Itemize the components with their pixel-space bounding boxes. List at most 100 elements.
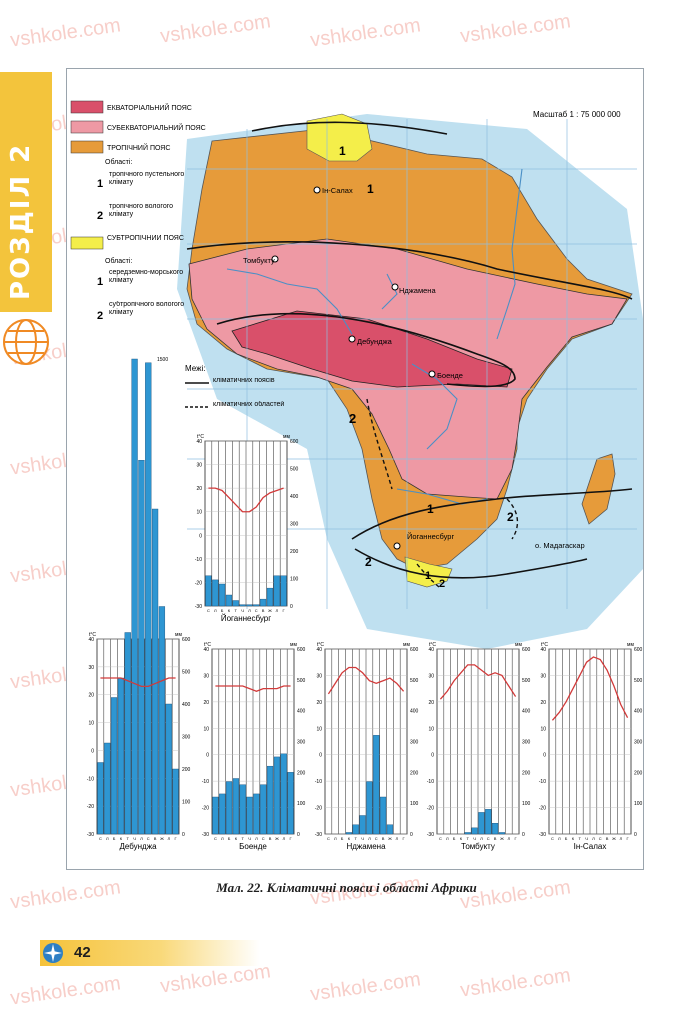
region-number: 1 [425,570,431,582]
month-label: В [154,836,157,841]
month-label: В [382,836,385,841]
precip-bar [225,781,233,835]
precip-bar [464,832,471,835]
legend-number: 2 [97,210,103,222]
africa-climate-map: 1 1 2 1 2 2 1 2 Ін-Салах Томбукту Нджаме… [70,100,643,851]
precip-tick-label: 600 [410,647,419,653]
month-label: Л [446,836,449,841]
region-number: 2 [507,510,514,524]
temp-tick-label: -30 [315,832,322,838]
precip-tick-label: 0 [522,832,525,838]
month-label: Ж [388,836,392,841]
month-label: Л [255,836,258,841]
temp-tick-label: 40 [196,439,202,445]
precip-tick-label: 100 [522,801,531,807]
temp-tick-label: 10 [316,726,322,732]
month-label: Л [619,836,622,841]
precip-tick-label: 0 [297,832,300,838]
month-label: Б [341,836,344,841]
precip-bar [373,735,380,835]
temp-tick-label: -10 [202,779,209,785]
precip-bar [253,793,260,835]
precip-tick-label: 300 [634,740,643,746]
month-label: Ж [268,608,272,613]
precip-bar [266,587,274,607]
section-label: РОЗДІЛ 2 [6,142,36,300]
month-label: Ж [160,836,164,841]
temp-line [551,656,629,721]
temp-tick-label: 40 [428,647,434,653]
precip-bar [239,604,246,607]
temp-tick-label: 20 [428,700,434,706]
station-name: Томбукту [461,842,495,851]
watermark-text: vshkole.com [308,968,423,1006]
climatogram: -30-20-100102030400100200300400500600t°C… [202,642,306,851]
temp-tick-label: 30 [540,673,546,679]
month-label: Л [480,836,483,841]
precip-bar [246,796,253,835]
precip-tick-label: 200 [634,770,643,776]
month-label: Б [221,608,224,613]
climatogram: -30-20-100102030400100200300400500600t°C… [87,357,191,851]
precip-tick-label: 300 [297,740,306,746]
temp-unit-label: t°C [541,642,548,648]
month-label: Ч [133,836,136,841]
precip-tick-label: 100 [634,801,643,807]
precip-tick-label: 600 [182,637,191,643]
city-label: Нджамена [399,286,436,295]
precip-bar [485,809,492,835]
map-scale: Масштаб 1 : 75 000 000 [533,110,621,119]
legend-label: тропічного пустельного клімату [109,171,185,186]
station-name: Йоганнесбург [221,614,271,623]
month-label: Л [248,608,251,613]
legend-label: Межі: [185,364,205,373]
watermark-text: vshkole.com [458,964,573,1002]
madagascar-island [581,453,616,525]
section-side-bar [0,72,52,312]
precip-tick-label: 400 [297,709,306,715]
watermark-text: vshkole.com [458,10,573,48]
precip-bar [212,796,219,835]
watermark-text: vshkole.com [308,14,423,52]
watermark-text: vshkole.com [158,10,273,48]
month-label: Ж [500,836,504,841]
precip-bar [232,778,240,835]
precip-tick-label: 300 [410,740,419,746]
month-label: К [460,836,463,841]
equatorial-belt-area [231,310,513,388]
temp-tick-label: -10 [427,779,434,785]
precip-tick-label: 600 [522,647,531,653]
month-label: Л [507,836,510,841]
month-label: С [99,836,102,841]
temp-tick-label: -30 [427,832,434,838]
legend-number: 1 [97,178,103,190]
month-label: Л [592,836,595,841]
climatogram: -30-20-100102030400100200300400500600t°C… [195,434,299,623]
temp-tick-label: 40 [203,647,209,653]
watermark-text: vshkole.com [158,960,273,998]
precip-bar [280,753,287,835]
month-label: Т [127,836,130,841]
temp-tick-label: -20 [87,804,94,810]
precip-bar [379,796,387,835]
precip-bar [145,362,152,835]
temp-tick-label: -10 [315,779,322,785]
temp-line [100,677,176,688]
precip-tick-label: 500 [290,467,299,473]
precip-unit-label: мм [283,434,290,440]
month-label: Б [228,836,231,841]
temp-tick-label: 20 [196,486,202,492]
precip-tick-label: 100 [182,800,191,806]
temp-unit-label: t°C [204,642,211,648]
temp-unit-label: t°C [89,632,96,638]
precip-tick-label: 200 [522,770,531,776]
temp-tick-label: -20 [427,806,434,812]
precip-bar [287,772,294,835]
precip-bar [345,832,353,835]
temp-tick-label: -10 [195,557,202,563]
precip-bar [151,508,159,835]
temp-tick-label: 0 [431,753,434,759]
precip-tick-label: 200 [182,767,191,773]
legend-label: Області: [105,257,132,265]
month-label: Л [106,836,109,841]
